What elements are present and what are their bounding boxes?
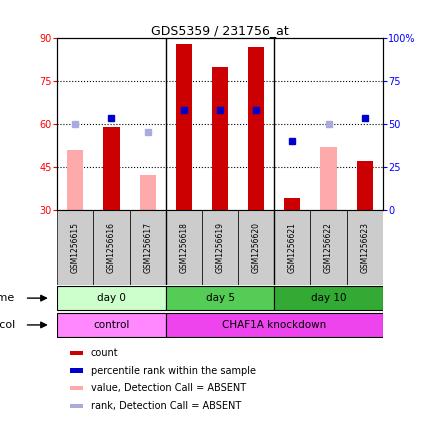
Bar [166, 210, 202, 285]
Bar [129, 210, 166, 285]
Bar [93, 210, 129, 285]
Bar [320, 147, 337, 210]
Text: GSM1256616: GSM1256616 [107, 222, 116, 273]
Bar [274, 286, 383, 310]
Text: GSM1256615: GSM1256615 [71, 222, 80, 273]
Text: GSM1256622: GSM1256622 [324, 222, 333, 273]
Text: GSM1256623: GSM1256623 [360, 222, 369, 273]
Bar [311, 210, 347, 285]
Text: CHAF1A knockdown: CHAF1A knockdown [222, 320, 326, 330]
Text: value, Detection Call = ABSENT: value, Detection Call = ABSENT [91, 383, 246, 393]
Bar [67, 150, 84, 210]
Bar [166, 286, 274, 310]
Bar [103, 127, 120, 210]
Text: rank, Detection Call = ABSENT: rank, Detection Call = ABSENT [91, 401, 241, 411]
Text: day 5: day 5 [205, 293, 235, 303]
Text: GSM1256618: GSM1256618 [180, 222, 188, 273]
Text: GSM1256619: GSM1256619 [216, 222, 224, 273]
Bar [57, 286, 166, 310]
Text: protocol: protocol [0, 320, 15, 330]
Bar [274, 210, 311, 285]
Bar [70, 351, 83, 355]
Bar [70, 368, 83, 373]
Text: count: count [91, 348, 118, 358]
Title: GDS5359 / 231756_at: GDS5359 / 231756_at [151, 24, 289, 37]
Bar [176, 44, 192, 210]
Bar [238, 210, 274, 285]
Text: control: control [93, 320, 130, 330]
Text: day 0: day 0 [97, 293, 126, 303]
Bar [70, 386, 83, 390]
Bar [70, 404, 83, 408]
Bar [57, 210, 93, 285]
Bar [202, 210, 238, 285]
Text: percentile rank within the sample: percentile rank within the sample [91, 365, 256, 376]
Bar [212, 67, 228, 210]
Text: GSM1256621: GSM1256621 [288, 222, 297, 273]
Text: GSM1256617: GSM1256617 [143, 222, 152, 273]
Bar [57, 313, 166, 337]
Bar [139, 176, 156, 210]
Bar [356, 161, 373, 210]
Text: GSM1256620: GSM1256620 [252, 222, 260, 273]
Bar [248, 47, 264, 210]
Text: time: time [0, 293, 15, 303]
Bar [166, 313, 383, 337]
Text: day 10: day 10 [311, 293, 346, 303]
Bar [347, 210, 383, 285]
Bar [284, 198, 301, 210]
